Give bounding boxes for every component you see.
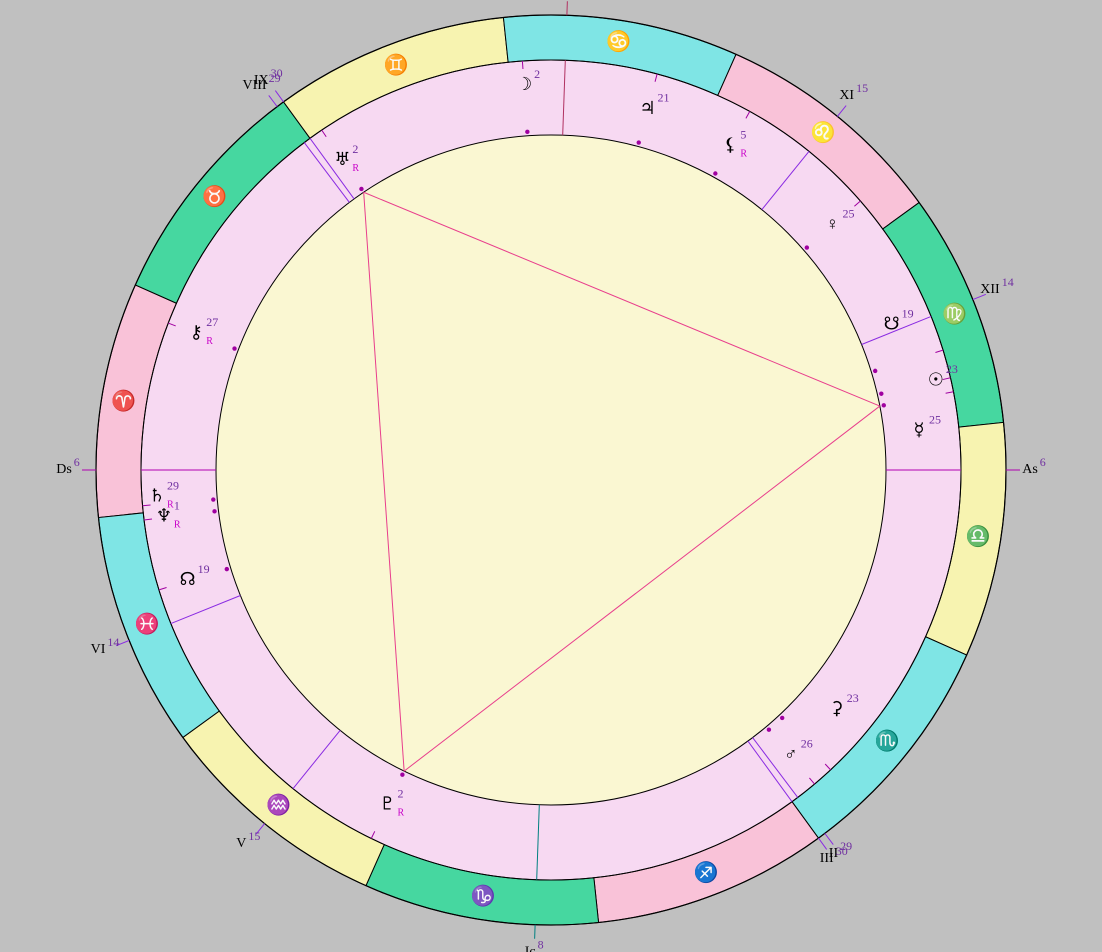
planet-retro-lilith: R	[740, 148, 747, 159]
planet-marker-chiron	[232, 346, 236, 350]
planet-deg-neptune: 1	[174, 499, 180, 513]
planet-marker-moon	[525, 130, 529, 134]
planet-tick-moon	[522, 61, 523, 69]
planet-deg-mercury: 25	[929, 412, 941, 426]
planet-marker-mercury	[882, 403, 886, 407]
planet-glyph-mars: ♂	[784, 744, 798, 764]
planet-deg-jupiter: 21	[658, 91, 670, 105]
planet-marker-venus	[805, 245, 809, 249]
zodiac-glyph-sagittarius: ♐	[694, 860, 719, 884]
planet-marker-neptune	[211, 497, 215, 501]
planet-deg-ceres: 23	[847, 691, 859, 705]
planet-glyph-mercury: ☿	[913, 419, 924, 439]
planet-retro-uranus: R	[352, 163, 359, 174]
planet-retro-chiron: R	[206, 336, 213, 347]
natal-chart: ♈♉♊♋♌♍♎♏♐♑♒♓As6Ds6Mc8Ic8II29III30V15VI14…	[0, 0, 1102, 952]
planet-retro-saturn: R	[167, 500, 174, 511]
planet-marker-ceres	[780, 716, 784, 720]
planet-marker-lilith	[713, 171, 717, 175]
planet-marker-uranus	[359, 187, 363, 191]
planet-deg-uranus: 2	[352, 142, 358, 156]
planet-glyph-lilith: ⚸	[724, 135, 737, 155]
planet-marker-mars	[767, 727, 771, 731]
planet-retro-pluto: R	[397, 807, 404, 818]
zodiac-glyph-scorpio: ♏	[875, 728, 900, 752]
zodiac-glyph-gemini: ♊	[384, 53, 409, 77]
planet-deg-southnode: 19	[902, 306, 914, 320]
planet-glyph-ceres: ⚳	[830, 698, 843, 718]
planet-glyph-southnode: ☋	[884, 314, 900, 334]
zodiac-glyph-aquarius: ♒	[266, 792, 291, 816]
planet-marker-pluto	[400, 772, 404, 776]
planet-deg-sun: 23	[946, 362, 958, 376]
zodiac-glyph-leo: ♌	[811, 120, 836, 144]
planet-marker-jupiter	[637, 140, 641, 144]
planet-glyph-moon: ☽	[516, 74, 532, 94]
zodiac-glyph-pisces: ♓	[135, 611, 160, 635]
planet-glyph-jupiter: ♃	[639, 98, 655, 118]
planet-marker-saturn	[212, 509, 216, 513]
planet-marker-southnode	[873, 369, 877, 373]
planet-glyph-northnode: ☊	[180, 569, 196, 589]
planet-glyph-sun: ☉	[928, 369, 944, 389]
inner-circle	[216, 135, 886, 805]
zodiac-glyph-cancer: ♋	[606, 29, 631, 53]
planet-marker-northnode	[225, 567, 229, 571]
zodiac-glyph-libra: ♎	[966, 524, 991, 548]
planet-glyph-chiron: ⚷	[190, 322, 203, 342]
planet-deg-lilith: 5	[740, 127, 746, 141]
zodiac-glyph-aries: ♈	[111, 389, 136, 413]
zodiac-glyph-taurus: ♉	[202, 184, 227, 208]
zodiac-glyph-virgo: ♍	[942, 301, 967, 325]
planet-deg-mars: 26	[801, 737, 813, 751]
planet-deg-saturn: 29	[167, 479, 179, 493]
planet-glyph-uranus: ♅	[334, 149, 350, 169]
planet-deg-northnode: 19	[198, 562, 210, 576]
planet-deg-pluto: 2	[397, 786, 403, 800]
planet-glyph-pluto: ♇	[379, 793, 395, 813]
planet-glyph-venus: ♀	[826, 213, 840, 233]
planet-deg-chiron: 27	[206, 315, 218, 329]
planet-retro-neptune: R	[174, 520, 181, 531]
zodiac-glyph-capricorn: ♑	[471, 883, 496, 907]
planet-deg-moon: 2	[534, 67, 540, 81]
planet-marker-sun	[879, 392, 883, 396]
planet-deg-venus: 25	[843, 206, 855, 220]
planet-glyph-saturn: ♄	[149, 486, 165, 506]
